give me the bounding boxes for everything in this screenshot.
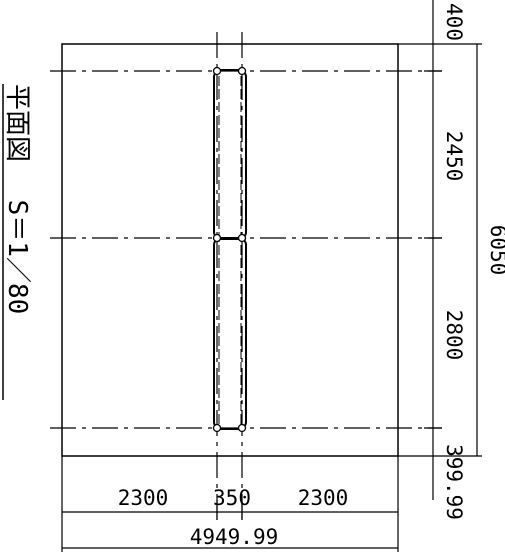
slab-outline bbox=[61, 43, 399, 457]
horizontal-dimension-lines bbox=[61, 456, 399, 552]
node-marker bbox=[212, 423, 222, 433]
dim-text-top: 400 bbox=[442, 3, 466, 41]
node-marker bbox=[237, 423, 247, 433]
dim-text-total-height: 6050 bbox=[486, 225, 505, 276]
vertical-dimension-lines bbox=[398, 0, 482, 500]
dim-text-middle: 350 bbox=[213, 486, 251, 510]
dim-text-bottom: 399.99 bbox=[442, 444, 466, 520]
node-marker bbox=[237, 66, 247, 76]
dim-text-lower: 2800 bbox=[442, 310, 466, 361]
node-marker bbox=[212, 66, 222, 76]
grid-lines-horizontal bbox=[50, 70, 442, 429]
node-marker bbox=[212, 233, 222, 243]
node-marker bbox=[237, 233, 247, 243]
wall-members bbox=[213, 69, 247, 430]
dim-text-total-width: 4949.99 bbox=[190, 525, 279, 549]
grid-lines-vertical bbox=[216, 32, 243, 520]
drawing-scale: S＝1／80 bbox=[2, 200, 32, 315]
drawing-title-name: 平面図 bbox=[2, 84, 32, 162]
drawing-title: 平面図 S＝1／80 bbox=[2, 84, 32, 314]
wall-member-lower bbox=[213, 237, 247, 430]
node-markers bbox=[212, 66, 247, 433]
dim-text-left: 2300 bbox=[118, 486, 169, 510]
dim-text-upper: 2450 bbox=[442, 131, 466, 182]
dim-text-right: 2300 bbox=[298, 486, 349, 510]
